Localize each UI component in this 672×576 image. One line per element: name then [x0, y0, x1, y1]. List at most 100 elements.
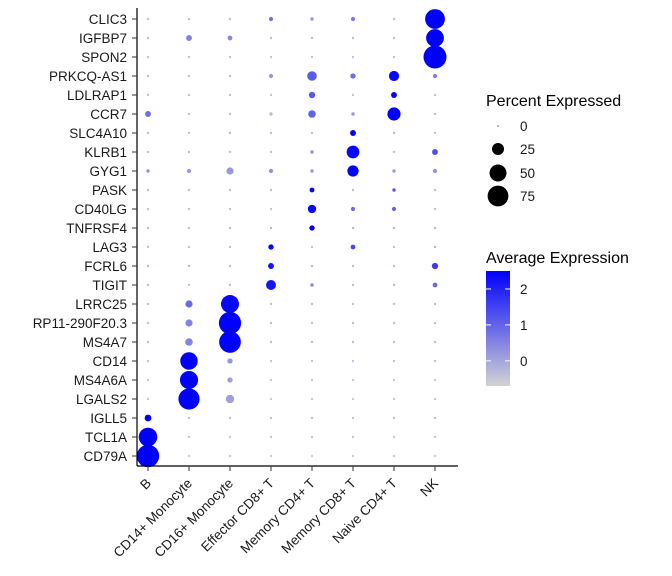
dot — [227, 358, 233, 364]
dot — [187, 454, 191, 458]
dot — [138, 427, 158, 447]
size-legend-dot — [497, 125, 499, 127]
dot — [269, 435, 273, 439]
dot — [431, 262, 439, 270]
dot — [310, 17, 314, 21]
dot — [269, 454, 273, 458]
y-ticks — [132, 18, 137, 457]
dot — [392, 340, 396, 344]
dot — [269, 131, 273, 135]
dot — [146, 359, 150, 363]
dot — [351, 36, 355, 40]
dot — [146, 226, 150, 230]
dot — [269, 93, 273, 97]
y-tick-label: TIGIT — [93, 278, 128, 293]
y-tick-label: GYG1 — [89, 164, 127, 179]
y-tick-label: LAG3 — [92, 240, 127, 255]
dot — [351, 359, 355, 363]
dot — [433, 454, 437, 458]
dot — [228, 416, 232, 420]
dot — [392, 226, 396, 230]
color-legend-label: 2 — [520, 282, 528, 297]
dot — [350, 73, 356, 79]
dot — [187, 55, 191, 59]
y-tick-label: FCRL6 — [84, 259, 127, 274]
y-tick-label: MS4A6A — [74, 373, 127, 388]
dot — [146, 321, 150, 325]
y-tick-label: MS4A7 — [83, 335, 127, 350]
dot — [228, 245, 232, 249]
x-tick-label: NK — [417, 476, 441, 500]
y-tick-label: RP11-290F20.3 — [33, 316, 127, 331]
dot — [179, 370, 199, 390]
dot — [310, 55, 314, 59]
dot — [351, 264, 355, 268]
dot — [392, 454, 396, 458]
dot — [228, 131, 232, 135]
dot — [228, 454, 232, 458]
dot — [146, 207, 150, 211]
dot — [187, 416, 191, 420]
dot — [218, 311, 242, 335]
dot — [146, 169, 150, 173]
dot — [178, 388, 200, 410]
dot — [388, 70, 400, 82]
dot — [392, 321, 396, 325]
dot — [433, 359, 437, 363]
dot — [227, 377, 233, 383]
dot — [310, 435, 314, 439]
size-legend: Percent Expressed 0 25 50 75 — [486, 93, 621, 207]
dot — [185, 300, 193, 308]
dot — [228, 112, 232, 116]
dot — [392, 36, 396, 40]
dot — [310, 302, 314, 306]
dot — [187, 150, 191, 154]
x-tick-label: Memory CD4+ T — [237, 476, 318, 557]
y-tick-label: CCR7 — [90, 107, 127, 122]
dot — [351, 340, 355, 344]
dot — [228, 207, 232, 211]
dot — [266, 280, 276, 290]
dot — [392, 55, 396, 59]
dot — [351, 93, 355, 97]
dot — [146, 188, 150, 192]
x-tick-label: Effector CD8+ T — [198, 476, 277, 555]
dot — [392, 169, 396, 173]
dot — [187, 283, 191, 287]
dot — [351, 454, 355, 458]
dot — [186, 35, 192, 41]
dot — [346, 145, 360, 159]
y-tick-label: IGLL5 — [90, 411, 127, 426]
dot — [433, 321, 437, 325]
dot — [228, 17, 232, 21]
dot — [433, 302, 437, 306]
color-legend-label: 1 — [520, 318, 528, 333]
dot — [269, 397, 273, 401]
dot — [433, 416, 437, 420]
dot — [146, 302, 150, 306]
dot — [146, 55, 150, 59]
dot — [228, 93, 232, 97]
dot — [433, 131, 437, 135]
dot — [228, 188, 232, 192]
dot — [187, 207, 191, 211]
dot — [145, 111, 151, 117]
dot — [392, 17, 396, 21]
y-tick-label: KLRB1 — [84, 145, 127, 160]
dot — [268, 263, 274, 269]
dot — [392, 283, 396, 287]
dot — [268, 168, 274, 174]
dot — [310, 340, 314, 344]
dot — [392, 245, 396, 249]
size-legend-title: Percent Expressed — [486, 93, 621, 110]
dot — [269, 150, 273, 154]
dot — [228, 74, 232, 78]
y-tick-label: CD40LG — [74, 202, 127, 217]
y-tick-label: CD79A — [83, 449, 127, 464]
dots — [136, 9, 447, 468]
dot — [387, 107, 401, 121]
dot — [228, 55, 232, 59]
dot — [347, 165, 359, 177]
dot — [392, 302, 396, 306]
